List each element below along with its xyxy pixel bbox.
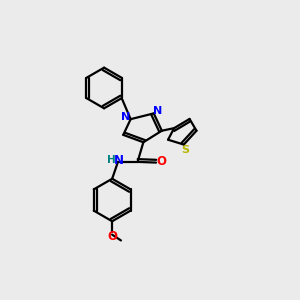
Text: N: N: [121, 112, 130, 122]
Text: N: N: [114, 154, 124, 166]
Text: O: O: [156, 155, 166, 168]
Text: S: S: [181, 145, 189, 155]
Text: N: N: [153, 106, 163, 116]
Text: O: O: [107, 230, 117, 243]
Text: H: H: [107, 155, 116, 165]
